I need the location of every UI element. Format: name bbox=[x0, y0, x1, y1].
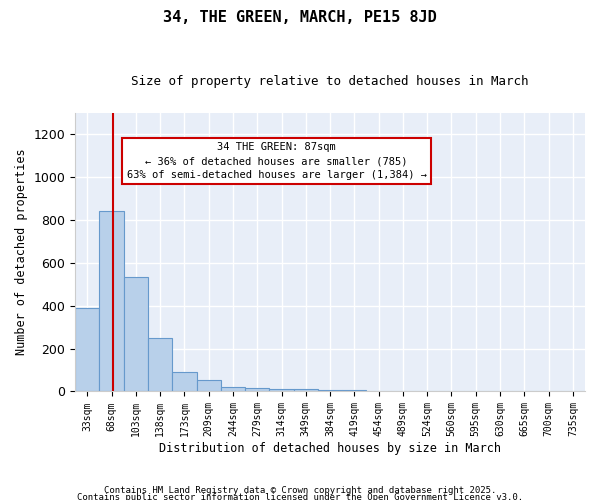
Bar bbox=[269, 388, 293, 392]
Bar bbox=[293, 389, 318, 392]
Title: Size of property relative to detached houses in March: Size of property relative to detached ho… bbox=[131, 75, 529, 88]
Bar bbox=[318, 390, 342, 392]
X-axis label: Distribution of detached houses by size in March: Distribution of detached houses by size … bbox=[159, 442, 501, 455]
Text: 34 THE GREEN: 87sqm
← 36% of detached houses are smaller (785)
63% of semi-detac: 34 THE GREEN: 87sqm ← 36% of detached ho… bbox=[127, 142, 427, 180]
Text: Contains HM Land Registry data © Crown copyright and database right 2025.: Contains HM Land Registry data © Crown c… bbox=[104, 486, 496, 495]
Bar bbox=[221, 387, 245, 392]
Bar bbox=[124, 277, 148, 392]
Bar bbox=[342, 390, 367, 392]
Bar bbox=[100, 212, 124, 392]
Bar bbox=[148, 338, 172, 392]
Text: Contains public sector information licensed under the Open Government Licence v3: Contains public sector information licen… bbox=[77, 494, 523, 500]
Bar bbox=[197, 380, 221, 392]
Bar bbox=[75, 308, 100, 392]
Text: 34, THE GREEN, MARCH, PE15 8JD: 34, THE GREEN, MARCH, PE15 8JD bbox=[163, 10, 437, 25]
Bar bbox=[245, 388, 269, 392]
Bar bbox=[172, 372, 197, 392]
Y-axis label: Number of detached properties: Number of detached properties bbox=[15, 149, 28, 356]
